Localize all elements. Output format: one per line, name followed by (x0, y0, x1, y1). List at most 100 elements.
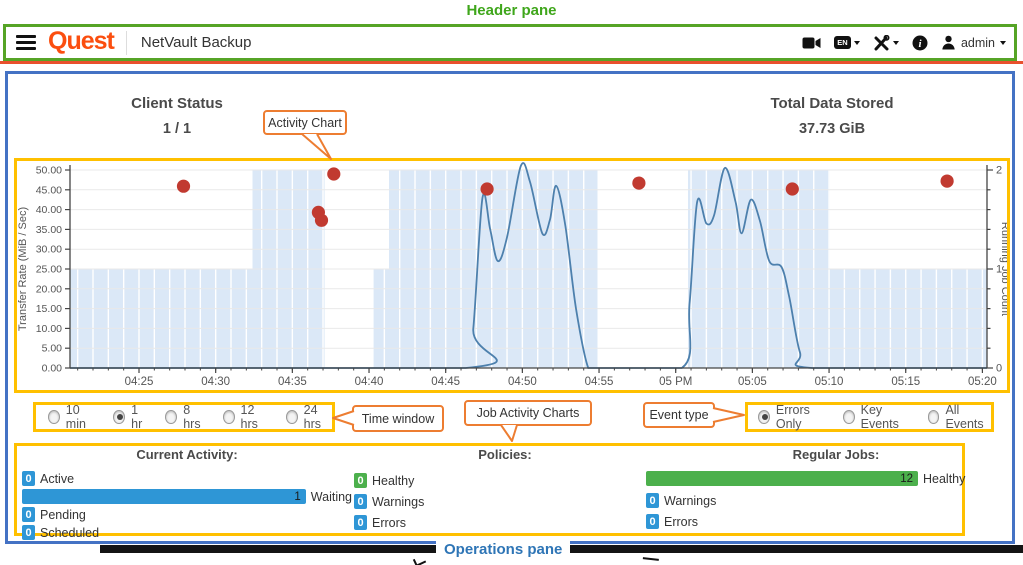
header-pane-annotation: Header pane (466, 2, 557, 19)
radio-1hr[interactable]: 1 hr (113, 403, 148, 431)
activity-chart-annotation-tail (301, 133, 332, 160)
count-badge: 0 (22, 525, 35, 540)
svg-text:1: 1 (996, 264, 1002, 276)
count-badge: 0 (354, 473, 367, 488)
radio-label: Errors Only (775, 403, 810, 431)
chevron-down-icon (892, 40, 899, 45)
count-badge: 0 (354, 515, 367, 530)
stat-row-jobs-healthy[interactable]: 12 Healthy (646, 471, 976, 486)
svg-text:05 PM: 05 PM (659, 376, 692, 388)
svg-text:Transfer Rate (MiB / Sec): Transfer Rate (MiB / Sec) (17, 207, 29, 331)
user-icon (942, 35, 955, 50)
stat-row-active[interactable]: 0 Active (22, 471, 352, 486)
svg-text:5.00: 5.00 (42, 343, 63, 355)
quest-logo: Quest (48, 27, 115, 55)
svg-text:30.00: 30.00 (36, 244, 62, 256)
activity-chart-frame (14, 158, 1010, 393)
stat-label: Errors (664, 514, 699, 529)
client-status-label: Client Status (131, 95, 223, 112)
stat-row-pending[interactable]: 0 Pending (22, 507, 352, 522)
stat-row-jobs-warnings[interactable]: 0 Warnings (646, 493, 976, 508)
radio-10min[interactable]: 10 min (48, 403, 96, 431)
svg-text:04:30: 04:30 (201, 376, 230, 388)
menu-hamburger-icon[interactable] (16, 35, 36, 50)
radio-12hrs[interactable]: 12 hrs (222, 403, 269, 431)
radio-circle (113, 410, 126, 424)
radio-circle (285, 410, 298, 424)
radio-label: Key Events (860, 403, 899, 431)
radio-errors-only[interactable]: Errors Only (758, 403, 828, 431)
video-tutorial-button[interactable] (802, 36, 821, 50)
radio-label: 10 min (65, 403, 86, 431)
svg-text:40.00: 40.00 (36, 204, 62, 216)
svg-text:04:35: 04:35 (278, 376, 307, 388)
stat-row-policies-warnings[interactable]: 0 Warnings (354, 494, 650, 509)
radio-key-events[interactable]: Key Events (842, 403, 913, 431)
svg-text:05:10: 05:10 (815, 376, 844, 388)
svg-text:04:45: 04:45 (431, 376, 460, 388)
event-type-group: Errors Only Key Events All Events (748, 403, 991, 431)
language-menu-button[interactable]: EN (833, 36, 860, 49)
current-activity-title: Current Activity: (136, 447, 238, 462)
stat-label: Waiting (310, 489, 352, 504)
job-activity-summary-frame (14, 443, 965, 536)
stat-row-scheduled[interactable]: 0 Scheduled (22, 525, 352, 540)
count-badge: 0 (22, 507, 35, 522)
radio-circle (927, 410, 940, 424)
info-button[interactable]: i (912, 35, 928, 51)
stat-row-policies-healthy[interactable]: 0 Healthy (354, 473, 650, 488)
video-camera-icon (802, 37, 821, 48)
activity-chart: 0.00 5.00 10.00 15.00 20.00 25.00 30.00 35.00 40… (15, 160, 1011, 391)
svg-text:i: i (918, 38, 922, 50)
svg-text:20.00: 20.00 (36, 283, 62, 295)
radio-label: All Events (945, 403, 984, 431)
tools-icon (874, 34, 890, 50)
radio-24hrs[interactable]: 24 hrs (285, 403, 332, 431)
svg-text:0.00: 0.00 (42, 363, 63, 375)
svg-text:05:15: 05:15 (891, 376, 920, 388)
stat-row-waiting[interactable]: 1 Waiting (22, 489, 352, 504)
user-menu-button[interactable]: admin (941, 35, 1006, 50)
header-bar: Quest NetVault Backup EN (3, 24, 1017, 61)
stat-label: Warnings (664, 493, 717, 508)
settings-menu-button[interactable] (873, 34, 899, 51)
stat-row-jobs-errors[interactable]: 0 Errors (646, 514, 976, 529)
radio-circle (165, 410, 178, 424)
count-badge: 0 (646, 493, 659, 508)
radio-all-events[interactable]: All Events (927, 403, 991, 431)
event-type-annotation-tail (712, 407, 745, 423)
radio-8hrs[interactable]: 8 hrs (165, 403, 205, 431)
stat-label: Active (40, 471, 75, 486)
header-accent-rule (0, 61, 1023, 64)
count-bar: 12 (646, 471, 918, 486)
operations-pane-annotation: Operations pane (436, 541, 571, 558)
svg-text:05:20: 05:20 (968, 376, 997, 388)
time-window-annotation: Time window (352, 405, 444, 432)
policies-title: Policies: (478, 447, 532, 462)
svg-text:15.00: 15.00 (36, 303, 62, 315)
regular-jobs-title: Regular Jobs: (792, 447, 880, 462)
svg-text:Running Job Count: Running Job Count (999, 222, 1007, 316)
radio-label: 12 hrs (240, 403, 258, 431)
annotation-mark (642, 554, 660, 561)
total-data-stored-value: 37.73 GiB (798, 121, 866, 137)
time-window-frame: 10 min 1 hr 8 hrs 12 hrs 24 hrs (33, 402, 335, 432)
language-icon: EN (833, 36, 851, 49)
job-activity-charts-annotation: Job Activity Charts (464, 400, 592, 426)
radio-circle (48, 410, 60, 424)
stat-row-policies-errors[interactable]: 0 Errors (354, 515, 650, 530)
svg-text:10.00: 10.00 (36, 323, 62, 335)
svg-text:04:55: 04:55 (585, 376, 614, 388)
app-title: NetVault Backup (140, 34, 252, 51)
event-type-annotation: Event type (643, 402, 715, 428)
svg-text:50.00: 50.00 (36, 165, 62, 177)
radio-circle (842, 410, 855, 424)
radio-circle (758, 410, 770, 424)
radio-label: 1 hr (131, 403, 143, 431)
svg-text:04:50: 04:50 (508, 376, 537, 388)
stat-label: Scheduled (40, 525, 100, 540)
regular-jobs-section: Regular Jobs: 12 Healthy 0 Warnings 0 Er… (646, 447, 976, 529)
user-name: admin (960, 35, 995, 50)
bar-value: 1 (294, 490, 301, 503)
svg-text:04:40: 04:40 (355, 376, 384, 388)
